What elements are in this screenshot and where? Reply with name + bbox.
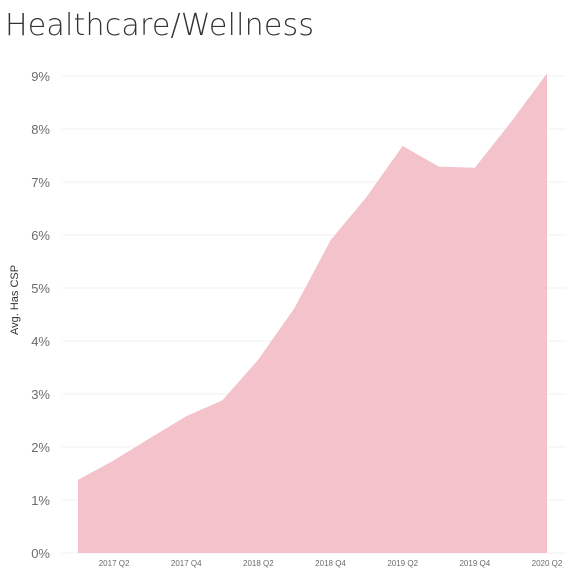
y-tick-label: 0% bbox=[31, 546, 50, 561]
y-tick-label: 8% bbox=[31, 122, 50, 137]
x-tick-label: 2020 Q2 bbox=[532, 559, 563, 568]
area-fill bbox=[78, 73, 547, 553]
y-tick-label: 7% bbox=[31, 175, 50, 190]
chart-title: Healthcare/Wellness bbox=[5, 8, 315, 43]
x-axis-ticks: 2017 Q2 2017 Q4 2018 Q2 2018 Q4 2019 Q2 2019 … bbox=[99, 559, 563, 568]
x-tick-label: 2018 Q2 bbox=[243, 559, 274, 568]
y-axis-label: Avg. Has CSP bbox=[9, 265, 21, 335]
y-tick-label: 6% bbox=[31, 228, 50, 243]
y-tick-label: 2% bbox=[31, 440, 50, 455]
y-tick-label: 1% bbox=[31, 493, 50, 508]
area-series bbox=[78, 73, 547, 553]
y-tick-label: 3% bbox=[31, 387, 50, 402]
y-tick-label: 9% bbox=[31, 69, 50, 84]
x-tick-label: 2019 Q2 bbox=[387, 559, 418, 568]
y-axis-ticks: 0% 1% 2% 3% 4% 5% 6% 7% 8% 9% bbox=[31, 69, 50, 561]
y-tick-label: 4% bbox=[31, 334, 50, 349]
x-tick-label: 2018 Q4 bbox=[315, 559, 346, 568]
x-tick-label: 2019 Q4 bbox=[459, 559, 490, 568]
x-tick-label: 2017 Q2 bbox=[99, 559, 130, 568]
x-tick-label: 2017 Q4 bbox=[171, 559, 202, 568]
y-tick-label: 5% bbox=[31, 281, 50, 296]
